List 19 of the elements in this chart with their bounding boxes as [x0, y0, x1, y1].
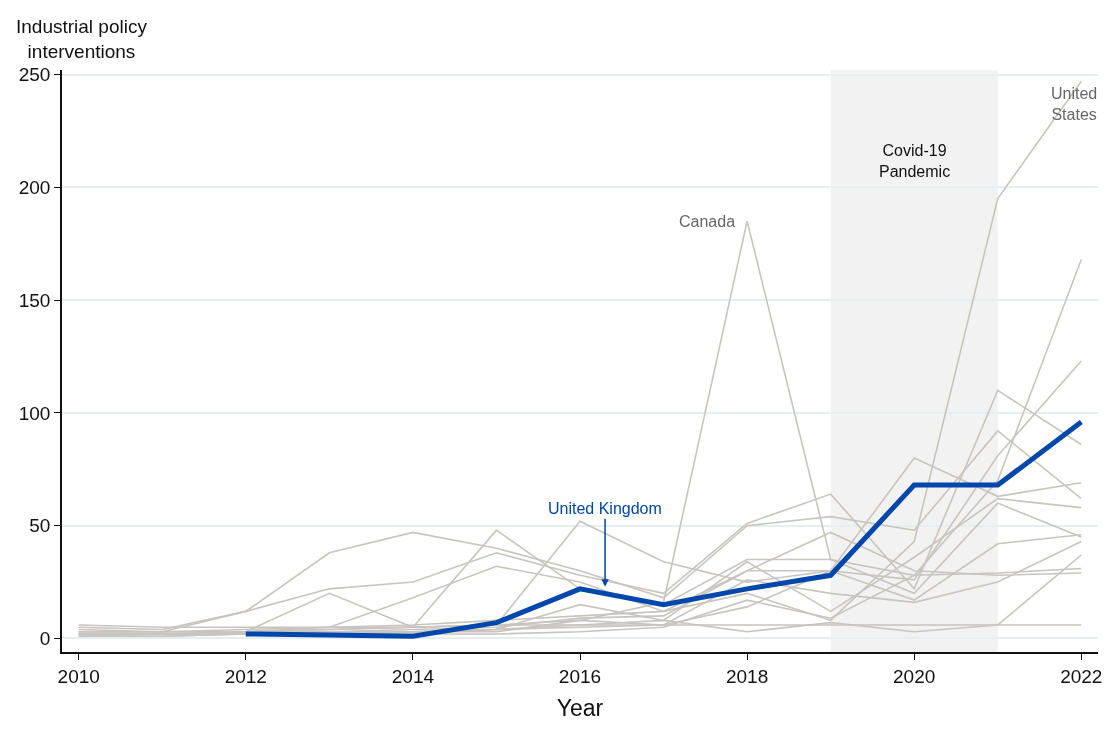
band-label: Covid-19 Pandemic [879, 142, 951, 180]
y-tick-label: 50 [29, 515, 51, 537]
annotation: United States [1051, 85, 1098, 123]
y-axis-title: Industrial policy interventions [16, 16, 148, 62]
y-tick-label: 150 [18, 289, 51, 311]
x-tick-label: 2020 [893, 665, 936, 687]
y-tick-label: 250 [18, 64, 51, 86]
y-tick-label: 0 [39, 628, 51, 650]
x-tick-label: 2010 [57, 665, 100, 687]
x-tick-label: 2014 [391, 665, 435, 687]
x-axis-title: Year [556, 694, 604, 721]
y-tick-label: 200 [18, 176, 51, 198]
x-tick-label: 2018 [725, 665, 769, 687]
x-tick-label: 2022 [1060, 665, 1103, 687]
annotation: Canada [679, 213, 736, 230]
x-tick-label: 2012 [224, 665, 267, 687]
annotation: United Kingdom [548, 500, 662, 517]
y-tick-label: 100 [18, 402, 51, 424]
x-tick-label: 2016 [558, 665, 602, 687]
